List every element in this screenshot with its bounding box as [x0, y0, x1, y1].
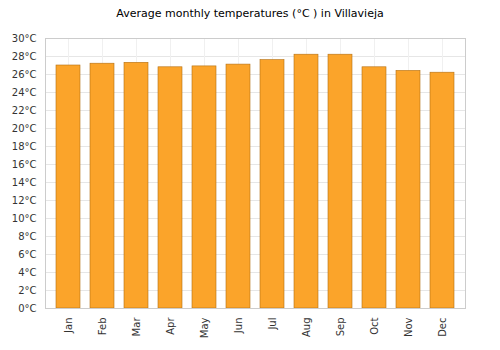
svg-text:26°C: 26°C	[12, 69, 37, 80]
svg-text:28°C: 28°C	[12, 51, 37, 62]
svg-text:2°C: 2°C	[18, 285, 36, 296]
svg-text:24°C: 24°C	[12, 87, 37, 98]
svg-text:30°C: 30°C	[12, 33, 37, 44]
svg-text:Dec: Dec	[437, 318, 448, 337]
svg-text:Jun: Jun	[233, 318, 244, 335]
svg-text:6°C: 6°C	[18, 249, 36, 260]
svg-text:0°C: 0°C	[18, 303, 36, 314]
svg-text:12°C: 12°C	[12, 195, 37, 206]
svg-text:20°C: 20°C	[12, 123, 37, 134]
svg-text:18°C: 18°C	[12, 141, 37, 152]
svg-text:Jul: Jul	[267, 318, 278, 331]
svg-text:10°C: 10°C	[12, 213, 37, 224]
svg-text:16°C: 16°C	[12, 159, 37, 170]
html-text:Average monthly temperatures (: Average monthly temperatures (°C ) in Vi…	[116, 7, 384, 20]
svg-text:8°C: 8°C	[18, 231, 36, 242]
svg-text:4°C: 4°C	[18, 267, 36, 278]
svg-text:Sep: Sep	[335, 318, 346, 337]
svg-text:Feb: Feb	[97, 318, 108, 336]
svg-text:14°C: 14°C	[12, 177, 37, 188]
svg-text:22°C: 22°C	[12, 105, 37, 116]
svg-text:Aug: Aug	[301, 318, 312, 338]
svg-text:May: May	[199, 317, 210, 338]
svg-text:Mar: Mar	[131, 317, 142, 337]
svg-text:Jan: Jan	[63, 318, 74, 334]
svg-text:Oct: Oct	[369, 317, 380, 334]
svg-text:Apr: Apr	[165, 317, 176, 335]
svg-text:Nov: Nov	[403, 317, 414, 337]
